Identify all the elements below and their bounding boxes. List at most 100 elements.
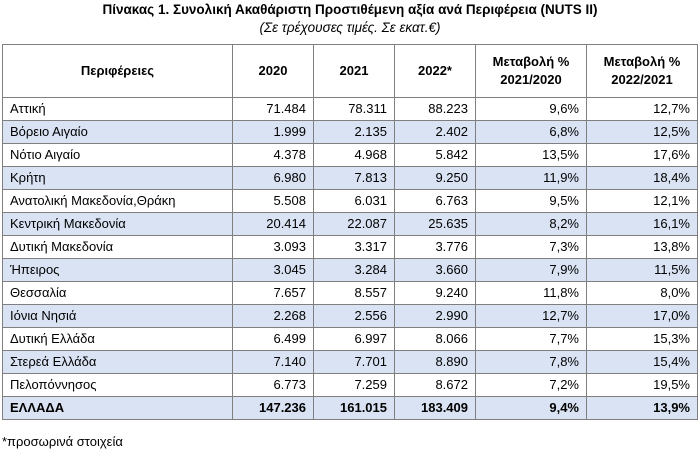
header-change-2021-2020: Μεταβολή % 2021/2020: [475, 44, 587, 98]
value-2022-cell: 3.660: [394, 258, 476, 282]
change-2022-2021-cell: 13,8%: [586, 235, 698, 259]
value-2020-cell: 7.140: [232, 350, 314, 374]
change-2021-2020-cell: 11,9%: [475, 166, 587, 190]
change-2021-2020-cell: 12,7%: [475, 304, 587, 328]
value-2021-cell: 8.557: [313, 281, 395, 305]
region-cell: Δυτική Ελλάδα: [2, 327, 233, 351]
value-2020-cell: 3.045: [232, 258, 314, 282]
change-2021-2020-cell: 13,5%: [475, 143, 587, 167]
value-2022-cell: 6.763: [394, 189, 476, 213]
header-regions: Περιφέρειες: [2, 44, 233, 98]
value-2020-cell: 4.378: [232, 143, 314, 167]
change-2022-2021-cell: 15,4%: [586, 350, 698, 374]
header-2021: 2021: [313, 44, 395, 98]
table-row: Θεσσαλία 7.657 8.557 9.240 11,8% 8,0%: [2, 281, 698, 305]
change-2021-2020-cell: 9,6%: [475, 97, 587, 121]
region-cell: Κρήτη: [2, 166, 233, 190]
total-region-cell: ΕΛΛΑΔΑ: [2, 396, 233, 420]
header-2020: 2020: [232, 44, 314, 98]
change-2022-2021-cell: 19,5%: [586, 373, 698, 397]
change-2021-2020-cell: 6,8%: [475, 120, 587, 144]
value-2022-cell: 8.672: [394, 373, 476, 397]
change-2022-2021-cell: 8,0%: [586, 281, 698, 305]
value-2021-cell: 22.087: [313, 212, 395, 236]
table-row: Δυτική Ελλάδα 6.499 6.997 8.066 7,7% 15,3%: [2, 327, 698, 351]
total-change-2021-2020-cell: 9,4%: [475, 396, 587, 420]
value-2021-cell: 4.968: [313, 143, 395, 167]
value-2022-cell: 9.250: [394, 166, 476, 190]
total-value-2020-cell: 147.236: [232, 396, 314, 420]
value-2022-cell: 3.776: [394, 235, 476, 259]
change-2022-2021-cell: 11,5%: [586, 258, 698, 282]
value-2021-cell: 3.284: [313, 258, 395, 282]
change-2022-2021-cell: 18,4%: [586, 166, 698, 190]
change-2022-2021-cell: 12,1%: [586, 189, 698, 213]
change-2022-2021-cell: 17,0%: [586, 304, 698, 328]
value-2021-cell: 6.031: [313, 189, 395, 213]
value-2020-cell: 20.414: [232, 212, 314, 236]
total-value-2022-cell: 183.409: [394, 396, 476, 420]
table-row: Νότιο Αιγαίο 4.378 4.968 5.842 13,5% 17,6%: [2, 143, 698, 167]
region-cell: Θεσσαλία: [2, 281, 233, 305]
value-2021-cell: 2.135: [313, 120, 395, 144]
change-2022-2021-cell: 17,6%: [586, 143, 698, 167]
header-2022: 2022*: [394, 44, 476, 98]
value-2020-cell: 2.268: [232, 304, 314, 328]
region-cell: Ήπειρος: [2, 258, 233, 282]
value-2021-cell: 78.311: [313, 97, 395, 121]
total-change-2022-2021-cell: 13,9%: [586, 396, 698, 420]
change-2021-2020-cell: 7,8%: [475, 350, 587, 374]
value-2020-cell: 71.484: [232, 97, 314, 121]
change-2021-2020-cell: 9,5%: [475, 189, 587, 213]
region-cell: Βόρειο Αιγαίο: [2, 120, 233, 144]
change-2021-2020-cell: 7,2%: [475, 373, 587, 397]
region-cell: Στερεά Ελλάδα: [2, 350, 233, 374]
value-2020-cell: 6.980: [232, 166, 314, 190]
region-cell: Κεντρική Μακεδονία: [2, 212, 233, 236]
value-2022-cell: 2.990: [394, 304, 476, 328]
table-row: Ιόνια Νησιά 2.268 2.556 2.990 12,7% 17,0%: [2, 304, 698, 328]
value-2022-cell: 2.402: [394, 120, 476, 144]
change-2022-2021-cell: 15,3%: [586, 327, 698, 351]
table-row: Αττική 71.484 78.311 88.223 9,6% 12,7%: [2, 97, 698, 121]
value-2021-cell: 6.997: [313, 327, 395, 351]
table-row: Ανατολική Μακεδονία,Θράκη 5.508 6.031 6.763…: [2, 189, 698, 213]
header-row: Περιφέρειες 2020 2021 2022* Μεταβολή % 2…: [2, 44, 698, 98]
value-2020-cell: 6.499: [232, 327, 314, 351]
table-row: Πελοπόννησος 6.773 7.259 8.672 7,2% 19,5%: [2, 373, 698, 397]
table-row: Βόρειο Αιγαίο 1.999 2.135 2.402 6,8% 12,5%: [2, 120, 698, 144]
change-2021-2020-cell: 7,3%: [475, 235, 587, 259]
value-2021-cell: 2.556: [313, 304, 395, 328]
value-2022-cell: 88.223: [394, 97, 476, 121]
table-row: Στερεά Ελλάδα 7.140 7.701 8.890 7,8% 15,4%: [2, 350, 698, 374]
region-cell: Πελοπόννησος: [2, 373, 233, 397]
change-2022-2021-cell: 16,1%: [586, 212, 698, 236]
region-cell: Ιόνια Νησιά: [2, 304, 233, 328]
footnote: *προσωρινά στοιχεία: [2, 434, 123, 449]
change-2021-2020-cell: 7,9%: [475, 258, 587, 282]
gva-table: Περιφέρειες 2020 2021 2022* Μεταβολή % 2…: [2, 44, 698, 420]
header-change-2022-2021: Μεταβολή % 2022/2021: [586, 44, 698, 98]
region-cell: Αττική: [2, 97, 233, 121]
change-2022-2021-cell: 12,7%: [586, 97, 698, 121]
value-2021-cell: 7.259: [313, 373, 395, 397]
region-cell: Δυτική Μακεδονία: [2, 235, 233, 259]
value-2022-cell: 5.842: [394, 143, 476, 167]
value-2022-cell: 25.635: [394, 212, 476, 236]
change-2021-2020-cell: 8,2%: [475, 212, 587, 236]
value-2022-cell: 8.890: [394, 350, 476, 374]
change-2022-2021-cell: 12,5%: [586, 120, 698, 144]
value-2020-cell: 5.508: [232, 189, 314, 213]
table-body: Αττική 71.484 78.311 88.223 9,6% 12,7% Βόρειο …: [2, 97, 698, 420]
value-2021-cell: 7.813: [313, 166, 395, 190]
value-2021-cell: 3.317: [313, 235, 395, 259]
region-cell: Ανατολική Μακεδονία,Θράκη: [2, 189, 233, 213]
region-cell: Νότιο Αιγαίο: [2, 143, 233, 167]
value-2020-cell: 3.093: [232, 235, 314, 259]
value-2020-cell: 6.773: [232, 373, 314, 397]
table-row: Δυτική Μακεδονία 3.093 3.317 3.776 7,3% 13,8%: [2, 235, 698, 259]
table-title: Πίνακας 1. Συνολική Ακαθάριστη Προστιθέμ…: [102, 2, 598, 17]
total-value-2021-cell: 161.015: [313, 396, 395, 420]
change-2021-2020-cell: 11,8%: [475, 281, 587, 305]
